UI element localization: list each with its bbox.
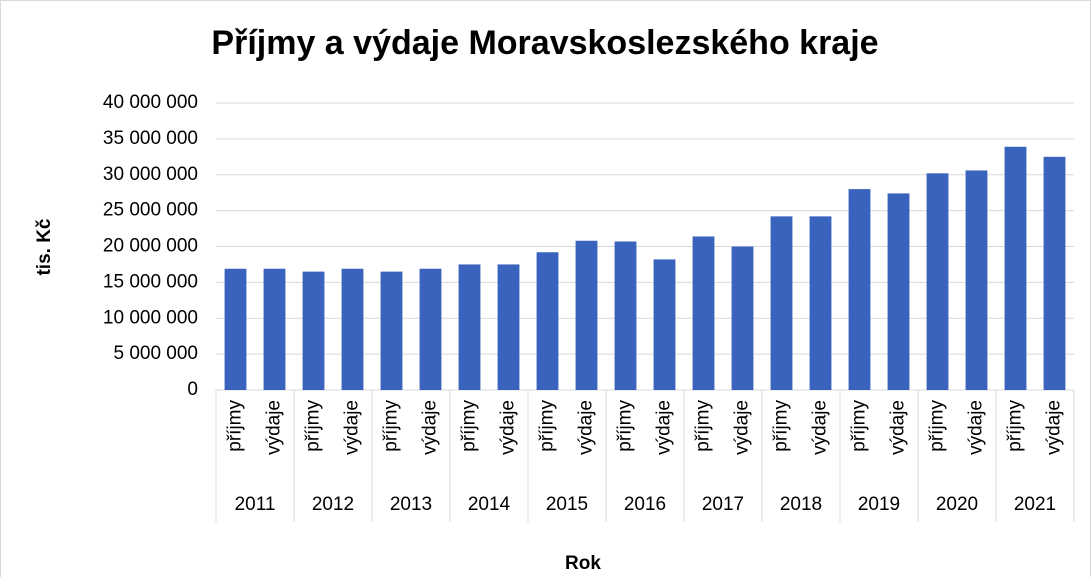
x-tick-label: výdaje bbox=[264, 400, 285, 455]
bar bbox=[341, 268, 364, 390]
bar bbox=[809, 216, 832, 390]
x-tick-label: příjmy bbox=[225, 400, 246, 452]
y-tick-label: 30 000 000 bbox=[103, 164, 198, 185]
y-tick-label: 15 000 000 bbox=[103, 271, 198, 292]
x-group-label: 2013 bbox=[390, 494, 432, 515]
x-tick-label: příjmy bbox=[771, 400, 792, 452]
bar bbox=[380, 271, 403, 390]
bar bbox=[224, 268, 247, 390]
x-tick-label: výdaje bbox=[1044, 400, 1065, 455]
bar bbox=[770, 216, 793, 390]
bar bbox=[458, 264, 481, 390]
x-group-label: 2017 bbox=[702, 494, 744, 515]
y-axis-title: tis. Kč bbox=[34, 218, 55, 275]
y-tick-label: 35 000 000 bbox=[103, 128, 198, 149]
bar bbox=[731, 246, 754, 390]
x-tick-label: příjmy bbox=[459, 400, 480, 452]
x-tick-label: příjmy bbox=[849, 400, 870, 452]
x-tick-label: příjmy bbox=[537, 400, 558, 452]
bar bbox=[692, 236, 715, 390]
bar bbox=[614, 241, 637, 390]
x-tick-label: výdaje bbox=[732, 400, 753, 455]
y-tick-label: 5 000 000 bbox=[113, 343, 198, 364]
bar bbox=[965, 170, 988, 390]
x-tick-label: příjmy bbox=[927, 400, 948, 452]
x-group-label: 2019 bbox=[858, 494, 900, 515]
bar bbox=[653, 259, 676, 390]
x-group-label: 2014 bbox=[468, 494, 511, 515]
x-tick-label: výdaje bbox=[654, 400, 675, 455]
bar bbox=[848, 189, 871, 390]
x-tick-label: výdaje bbox=[342, 400, 363, 455]
bar bbox=[1043, 156, 1066, 390]
x-tick-label: výdaje bbox=[810, 400, 831, 455]
x-tick-label: příjmy bbox=[381, 400, 402, 452]
bar bbox=[302, 271, 325, 390]
bar bbox=[887, 193, 910, 390]
bar bbox=[575, 240, 598, 390]
x-tick-label: výdaje bbox=[576, 400, 597, 455]
y-tick-label: 25 000 000 bbox=[103, 200, 198, 221]
y-tick-label: 10 000 000 bbox=[103, 307, 198, 328]
x-group-label: 2015 bbox=[546, 494, 588, 515]
bar bbox=[263, 268, 286, 390]
x-group-label: 2012 bbox=[312, 494, 354, 515]
x-tick-label: příjmy bbox=[615, 400, 636, 452]
x-tick-label: výdaje bbox=[420, 400, 441, 455]
y-tick-label: 0 bbox=[187, 379, 198, 400]
x-group-label: 2020 bbox=[936, 494, 978, 515]
bar bbox=[419, 268, 442, 390]
chart-title: Příjmy a výdaje Moravskoslezského kraje bbox=[211, 24, 878, 62]
y-tick-label: 20 000 000 bbox=[103, 236, 198, 257]
x-tick-label: výdaje bbox=[888, 400, 909, 455]
x-group-label: 2016 bbox=[624, 494, 666, 515]
x-tick-label: výdaje bbox=[498, 400, 519, 455]
x-group-label: 2011 bbox=[235, 494, 276, 515]
x-tick-label: příjmy bbox=[1005, 400, 1026, 452]
y-tick-label: 40 000 000 bbox=[103, 92, 198, 113]
x-tick-label: příjmy bbox=[303, 400, 324, 452]
x-group-label: 2018 bbox=[780, 494, 822, 515]
x-tick-label: výdaje bbox=[966, 400, 987, 455]
x-axis-title: Rok bbox=[565, 553, 601, 574]
x-tick-label: příjmy bbox=[693, 400, 714, 452]
x-group-label: 2021 bbox=[1014, 494, 1056, 515]
bar bbox=[926, 173, 949, 390]
bar bbox=[1004, 146, 1027, 390]
bar bbox=[497, 264, 520, 390]
bar bbox=[536, 252, 559, 390]
